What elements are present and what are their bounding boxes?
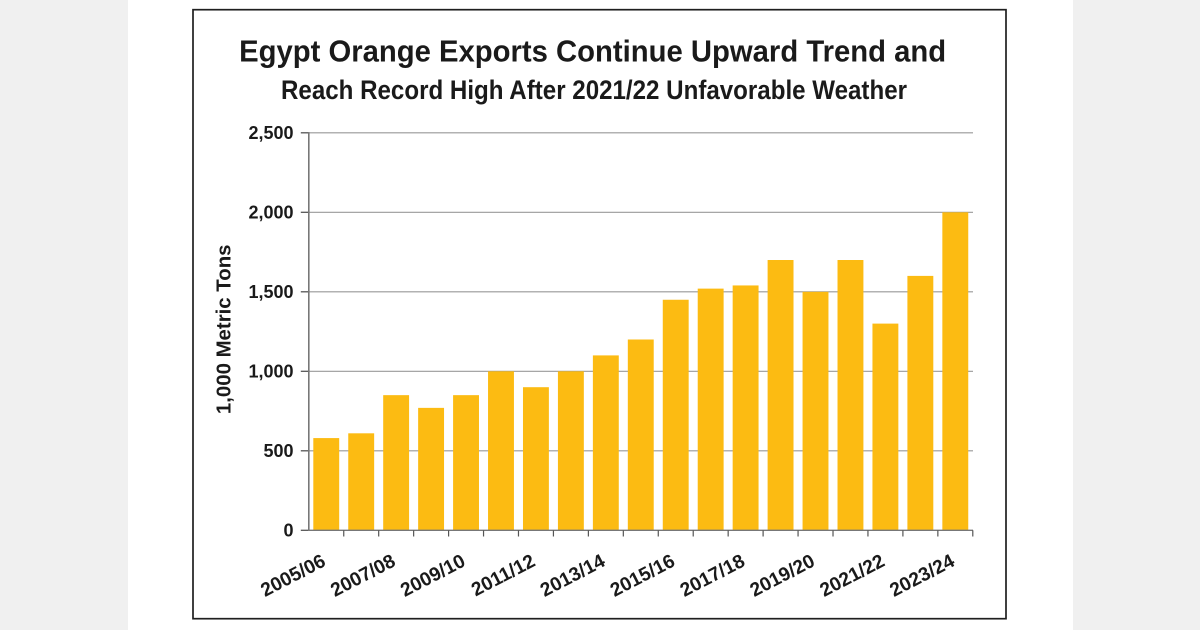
svg-text:0: 0 — [283, 521, 293, 541]
svg-text:1,000 Metric Tons: 1,000 Metric Tons — [214, 244, 236, 414]
svg-text:Reach Record High After 2021/2: Reach Record High After 2021/22 Unfavora… — [281, 75, 907, 105]
svg-text:2,500: 2,500 — [248, 123, 293, 143]
svg-text:500: 500 — [263, 441, 293, 461]
svg-text:Egypt Orange Exports Continue: Egypt Orange Exports Continue Upward Tre… — [239, 33, 946, 68]
svg-text:2,000: 2,000 — [248, 203, 293, 223]
svg-text:1,000: 1,000 — [248, 362, 293, 382]
svg-text:1,500: 1,500 — [248, 282, 293, 302]
